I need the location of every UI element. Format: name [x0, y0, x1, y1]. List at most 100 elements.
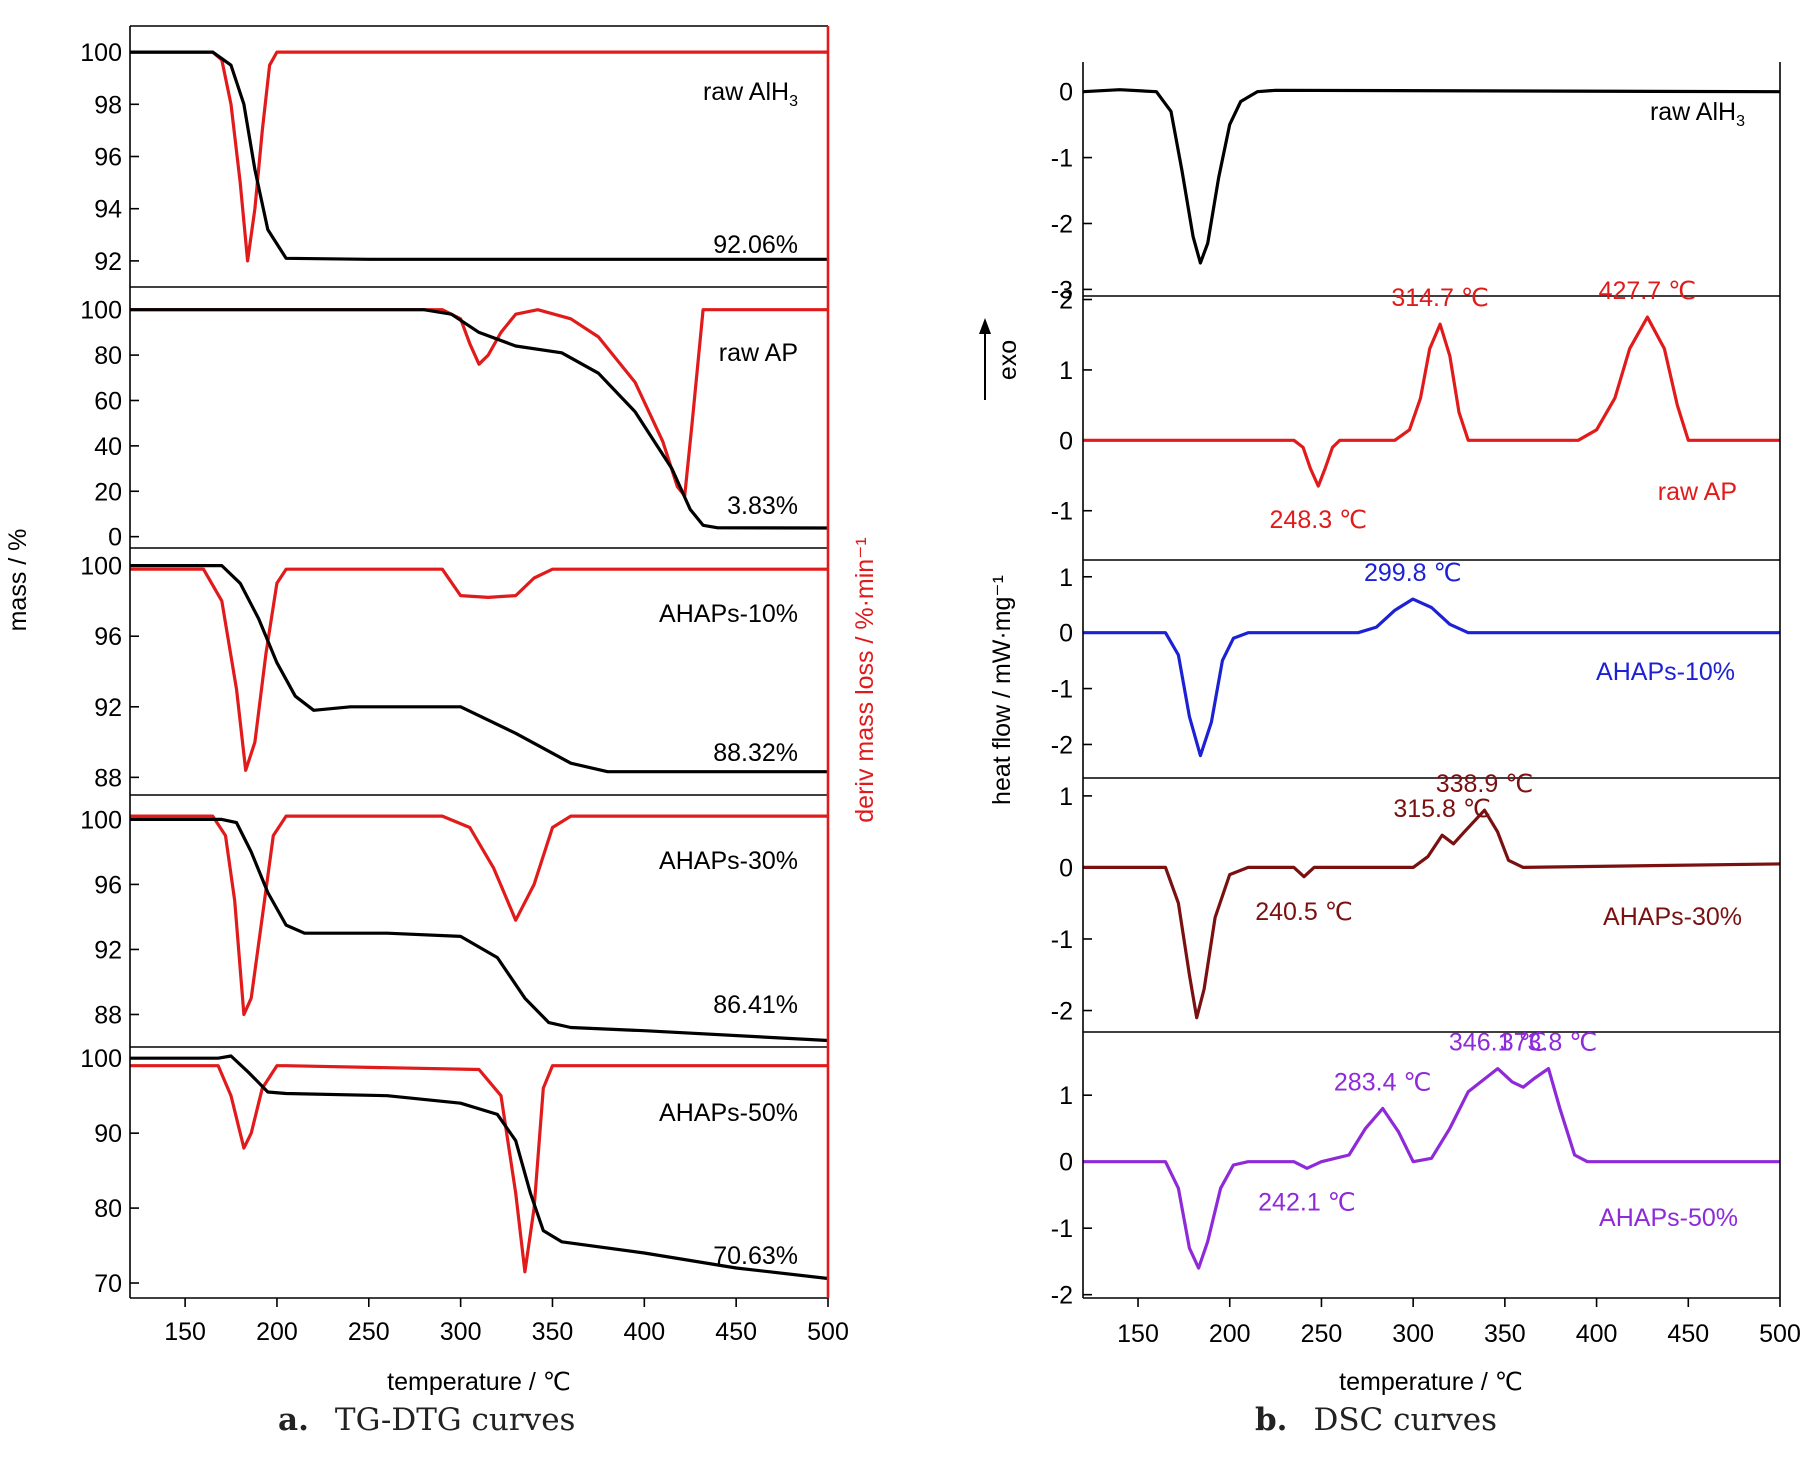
x-tick-label: 400	[623, 1318, 665, 1346]
y-tick-label: 40	[94, 433, 122, 461]
peak-annotation: 299.8 ℃	[1364, 559, 1462, 587]
caption-a: a. TG-DTG curves	[278, 1402, 575, 1438]
y-tick-label: 2	[1059, 287, 1073, 315]
dsc-line	[1083, 597, 1780, 758]
peak-annotation: 373.8 ℃	[1500, 1029, 1598, 1057]
exo-label: exo	[994, 340, 1022, 380]
peak-annotation: 242.1 ℃	[1258, 1188, 1356, 1216]
panel-label: raw AP	[719, 339, 798, 367]
peak-annotation: 346.1 ℃	[1449, 1029, 1547, 1057]
x-tick-label: 200	[1209, 1320, 1251, 1348]
y-tick-label: -1	[1051, 145, 1073, 173]
y-tick-label: 0	[1059, 427, 1073, 455]
dtg-line	[130, 308, 828, 498]
tg-panel-3: 88 92 96 100 AHAPs-30% 86.41%	[80, 806, 829, 1048]
x-axis-label: temperature / ℃	[387, 1368, 571, 1396]
panel-label: raw AP	[1658, 478, 1737, 506]
x-tick-label: 150	[1117, 1320, 1159, 1348]
y-tick-label: 1	[1059, 783, 1073, 811]
x-tick-label: 300	[1392, 1320, 1434, 1348]
y-tick-label: 1	[1059, 564, 1073, 592]
dsc-panel-2: 1 0 -1 -2 AHAPs-10% 299.8 ℃	[1051, 559, 1780, 779]
tg-line	[130, 564, 828, 774]
residue-annotation: 86.41%	[713, 991, 798, 1019]
y-tick-label: 88	[94, 764, 122, 792]
dsc-chart: 0 -1 -2 -3 raw AlH3 -1 0 1 2 raw AP 314.7 ℃ 427.7 ℃…	[979, 62, 1801, 1396]
x-tick-label: 200	[256, 1318, 298, 1346]
y-tick-label: 0	[1059, 1149, 1073, 1177]
y-tick-label: 92	[94, 936, 122, 964]
tg-line	[130, 50, 828, 261]
panel-label: AHAPs-50%	[659, 1099, 798, 1127]
peak-annotation: 283.4 ℃	[1334, 1068, 1432, 1096]
y-tick-label: -1	[1051, 926, 1073, 954]
y-axis-label: heat flow / mW·mg⁻¹	[988, 575, 1016, 805]
x-tick-label: 250	[348, 1318, 390, 1346]
peak-annotation: 314.7 ℃	[1391, 284, 1489, 312]
peak-annotation: 248.3 ℃	[1270, 506, 1368, 534]
residue-annotation: 70.63%	[713, 1242, 798, 1270]
y-tick-label: 92	[94, 248, 122, 276]
y-tick-label: 96	[94, 144, 122, 172]
y-tick-label: -2	[1051, 731, 1073, 759]
y2-axis-label: deriv mass loss / %·min⁻¹	[851, 537, 879, 822]
tg-line	[130, 308, 829, 530]
tg-line	[130, 817, 829, 1043]
panel-label: raw AlH3	[1650, 98, 1745, 130]
y-tick-label: -2	[1051, 1282, 1073, 1310]
panel-label-text: AHAPs-30%	[659, 847, 798, 875]
y-tick-label: 1	[1059, 1082, 1073, 1110]
caption-b-letter: b.	[1255, 1402, 1288, 1438]
tg-line	[130, 1054, 829, 1281]
y-tick-label: 1	[1059, 357, 1073, 385]
y-tick-label: 100	[80, 553, 122, 581]
y-tick-label: 60	[94, 387, 122, 415]
y-tick-label: 96	[94, 623, 122, 651]
y-tick-label: -3	[1051, 276, 1073, 304]
peak-annotation: 315.8 ℃	[1393, 795, 1491, 823]
dsc-line	[1083, 1067, 1780, 1270]
peak-annotation: 240.5 ℃	[1255, 898, 1353, 926]
y-tick-label: 94	[94, 196, 122, 224]
dtg-line	[130, 814, 828, 1017]
y-tick-label: 0	[108, 524, 122, 552]
y-axis-label: mass / %	[4, 529, 32, 632]
y-tick-label: 100	[80, 297, 122, 325]
x-tick-label: 500	[807, 1318, 849, 1346]
tg-panel-0: 92 94 96 98 100 raw AlH3 92.06%	[80, 39, 828, 288]
x-tick-label: 250	[1301, 1320, 1343, 1348]
tg-panel-2: 88 92 96 100 AHAPs-10% 88.32%	[80, 553, 828, 796]
y-tick-label: 0	[1059, 854, 1073, 882]
y-tick-label: 96	[94, 871, 122, 899]
y-tick-label: 100	[80, 1045, 122, 1073]
x-tick-label: 450	[1667, 1320, 1709, 1348]
dsc-line	[1083, 315, 1780, 488]
peak-annotation: 427.7 ℃	[1599, 277, 1697, 305]
panel-label-subscript: 3	[1736, 113, 1745, 130]
y-tick-label: 100	[80, 806, 122, 834]
x-tick-label: 350	[532, 1318, 574, 1346]
tg-panel-1: 0 20 40 60 80 100 raw AP 3.83%	[80, 297, 829, 552]
x-tick-label: 150	[164, 1318, 206, 1346]
y-tick-label: 90	[94, 1120, 122, 1148]
residue-annotation: 88.32%	[713, 739, 798, 767]
x-tick-label: 350	[1484, 1320, 1526, 1348]
panel-label-text: AHAPs-10%	[659, 600, 798, 628]
y-tick-label: 98	[94, 91, 122, 119]
residue-annotation: 3.83%	[727, 492, 798, 520]
y-tick-label: 92	[94, 694, 122, 722]
tg-panel-4: 70 80 90 100 AHAPs-50% 70.63%	[80, 1045, 829, 1299]
dtg-line	[130, 1064, 828, 1274]
y-tick-label: 0	[1059, 79, 1073, 107]
dsc-panel-0: 0 -1 -2 -3 raw AlH3	[1051, 79, 1781, 304]
panel-label-subscript: 3	[789, 93, 798, 110]
x-axis-label: temperature / ℃	[1339, 1368, 1523, 1396]
panel-label: AHAPs-10%	[659, 600, 798, 628]
panel-label: AHAPs-30%	[1603, 903, 1742, 931]
dsc-line	[1083, 808, 1781, 1020]
y-tick-label: 80	[94, 342, 122, 370]
panel-label-text: AHAPs-10%	[1596, 658, 1735, 686]
panel-label-text: raw AP	[719, 339, 798, 367]
